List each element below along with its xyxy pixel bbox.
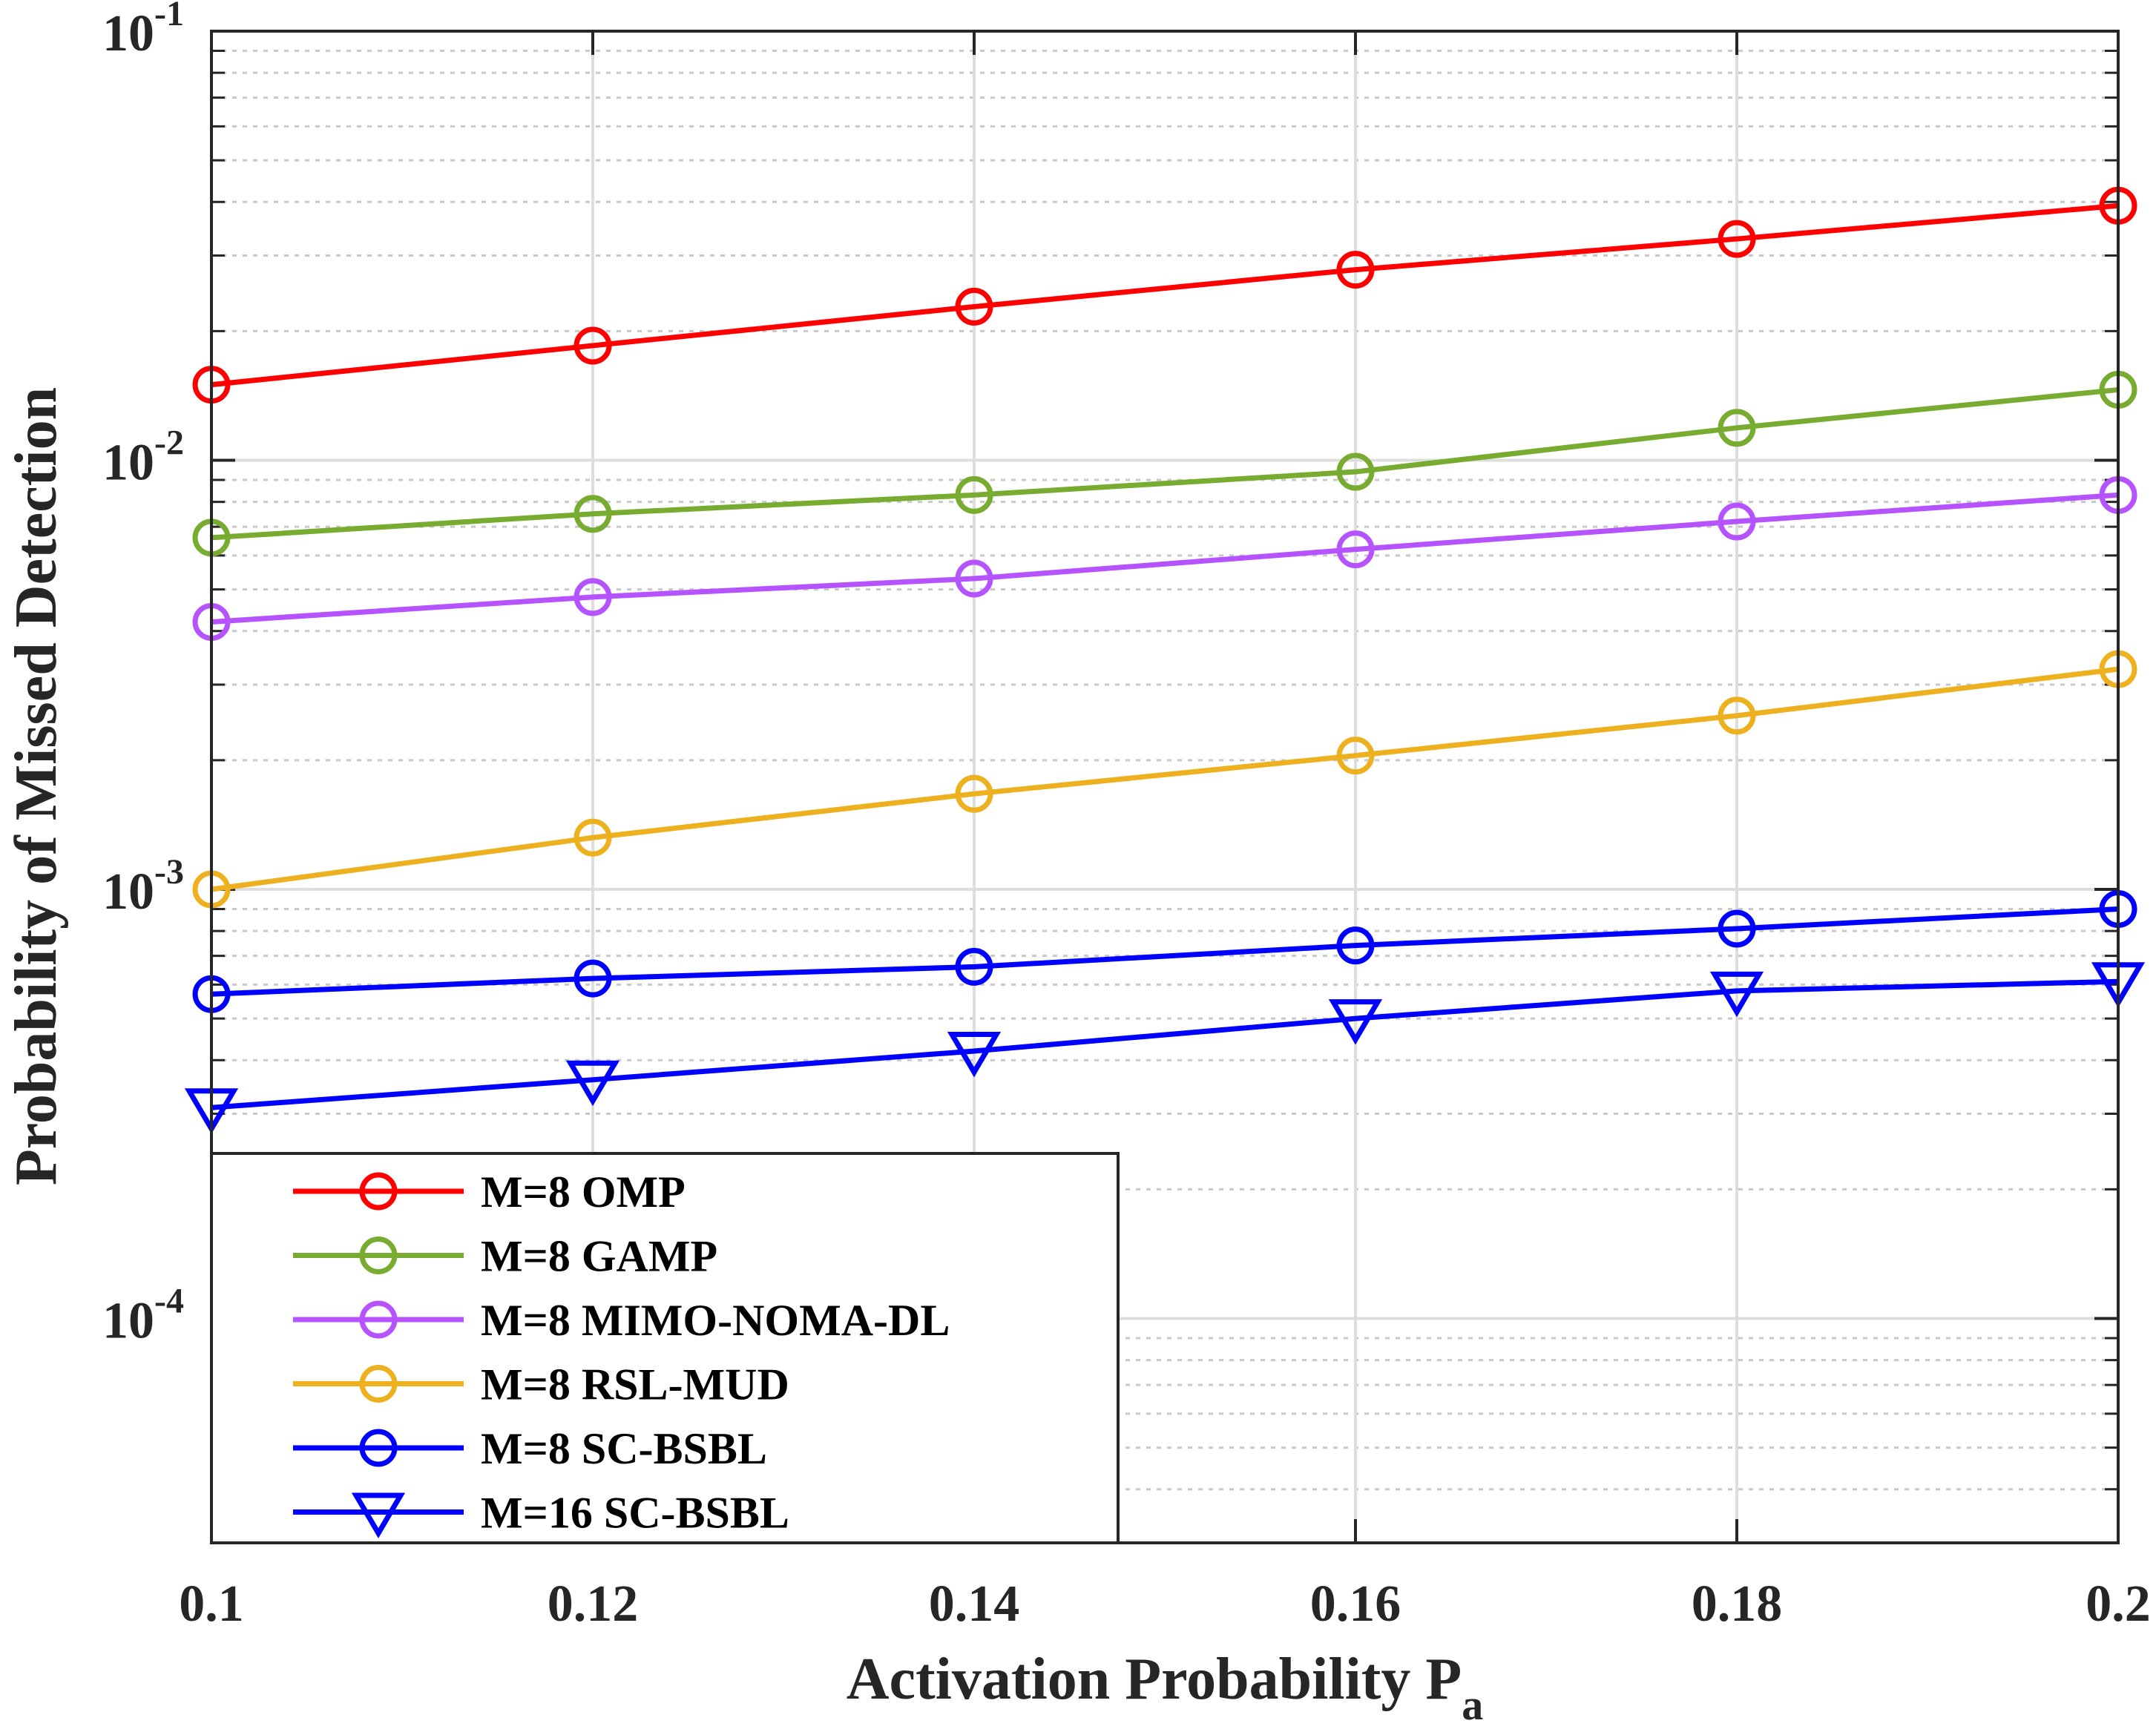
legend-label: M=8 MIMO-NOMA-DL — [481, 1296, 950, 1345]
legend-swatch-marker — [359, 1237, 398, 1274]
data-point — [573, 326, 612, 365]
data-point — [573, 818, 612, 857]
data-point — [955, 287, 993, 326]
data-point — [573, 578, 612, 616]
data-point — [1718, 697, 1756, 735]
legend-label: M=8 OMP — [481, 1168, 686, 1216]
legend-label: M=8 SC-BSBL — [481, 1424, 767, 1473]
data-point — [573, 495, 612, 533]
legend-item: M=8 SC-BSBL — [293, 1424, 767, 1473]
legend-item: M=8 MIMO-NOMA-DL — [293, 1296, 950, 1345]
legend-swatch-marker — [359, 1365, 398, 1403]
data-point — [573, 959, 612, 998]
x-tick-label: 0.14 — [929, 1575, 1020, 1633]
series-0 — [192, 186, 2137, 404]
data-point — [955, 774, 993, 813]
data-point — [565, 1060, 620, 1107]
series-line — [211, 666, 2119, 892]
data-point — [1718, 502, 1756, 541]
x-tick-label: 0.16 — [1310, 1575, 1401, 1633]
series-line — [211, 906, 2119, 997]
legend-swatch-marker — [351, 1492, 406, 1538]
x-tick-label: 0.1 — [179, 1575, 244, 1633]
data-point — [1336, 251, 1375, 289]
x-axis-title-main: Activation Probability P — [847, 1647, 1462, 1712]
legend-item: M=8 GAMP — [293, 1232, 717, 1281]
y-tick-label: 10-1 — [102, 0, 184, 62]
legend-label: M=16 SC-BSBL — [481, 1489, 789, 1538]
data-point — [1336, 452, 1375, 491]
legend-label: M=8 RSL-MUD — [481, 1360, 789, 1409]
data-point — [1718, 220, 1756, 258]
legend-box — [210, 1152, 1120, 1544]
x-tick-label: 0.18 — [1692, 1575, 1783, 1633]
legend: M=8 OMP M=8 GAMP M=8 MIMO-NOMA-DL M=8 RSL-M… — [210, 1152, 1120, 1544]
y-tick-labels: 10-1 10-2 10-3 10-4 — [102, 0, 184, 1350]
y-tick-label: 10-2 — [102, 424, 184, 492]
x-tick-label: 0.2 — [2086, 1575, 2151, 1633]
data-point — [1336, 737, 1375, 775]
series-3 — [192, 650, 2137, 909]
plot-box — [210, 30, 2120, 1544]
legend-swatch-marker — [359, 1300, 398, 1339]
legend-swatch-marker — [359, 1172, 398, 1211]
y-axis-title: Probability of Missed Detection — [4, 387, 69, 1185]
legend-label: M=8 GAMP — [481, 1232, 717, 1281]
x-axis-title: Activation Probability Pa — [847, 1647, 1484, 1729]
data-point — [1336, 926, 1375, 965]
series-1 — [192, 370, 2137, 557]
legend-item: M=16 SC-BSBL — [293, 1489, 789, 1538]
data-point — [1718, 909, 1756, 948]
series-line — [211, 978, 2119, 1110]
data-point — [955, 559, 993, 598]
y-tick-label: 10-3 — [102, 852, 184, 921]
legend-items: M=8 OMP M=8 GAMP M=8 MIMO-NOMA-DL M=8 RSL-M… — [293, 1168, 950, 1538]
series-line — [211, 202, 2119, 388]
data-point — [955, 475, 993, 514]
y-tick-label: 10-4 — [102, 1282, 184, 1350]
legend-swatch-marker — [359, 1429, 398, 1467]
legend-item: M=8 OMP — [293, 1168, 686, 1216]
data-point — [955, 947, 993, 986]
data-point — [1336, 530, 1375, 569]
x-axis-title-subscript: a — [1462, 1681, 1483, 1729]
data-point — [1718, 409, 1756, 447]
data-point — [947, 1031, 1002, 1078]
x-tick-labels: 0.1 0.12 0.14 0.16 0.18 0.2 — [179, 1575, 2151, 1633]
series-line — [211, 492, 2119, 625]
x-tick-label: 0.12 — [548, 1575, 639, 1633]
legend-item: M=8 RSL-MUD — [293, 1360, 789, 1409]
data-point — [1328, 999, 1383, 1045]
series-line — [211, 386, 2119, 541]
data-point — [1709, 971, 1764, 1018]
series-layer — [184, 186, 2146, 1134]
